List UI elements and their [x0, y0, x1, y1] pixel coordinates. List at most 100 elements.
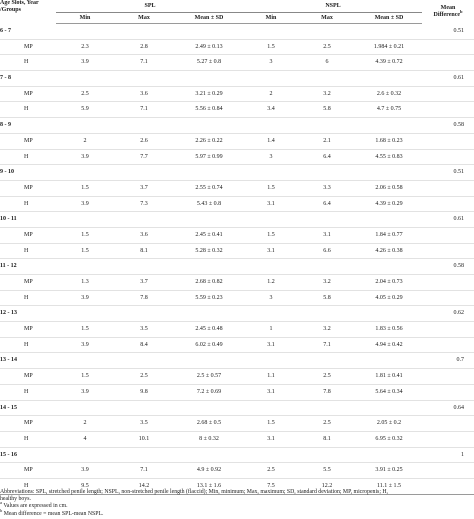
age-slot-label: 8 - 9 [0, 117, 56, 134]
group-label: MP [0, 462, 56, 479]
nspl-max-cell: 5.5 [298, 462, 356, 479]
nspl-min-cell: 3.1 [244, 337, 298, 354]
empty-cell [422, 180, 474, 197]
nspl-max-cell: 6 [298, 54, 356, 72]
spl-mean-cell: 2.55 ± 0.74 [174, 180, 244, 197]
nspl-min-cell: 3.1 [244, 384, 298, 401]
empty-cell [356, 400, 423, 417]
empty-cell [56, 447, 114, 464]
mean-difference-value: 0.61 [422, 70, 474, 87]
nspl-min-cell: 1.5 [244, 415, 298, 432]
footnote-a-text: Values are expressed in cm. [3, 503, 68, 510]
spl-mean-cell: 5.56 ± 0.84 [174, 101, 244, 119]
spl-mean-cell: 2.49 ± 0.13 [174, 39, 244, 56]
spl-mean-cell: 2.45 ± 0.48 [174, 321, 244, 338]
nspl-mean-sd-header: Mean ± SD [356, 12, 423, 24]
nspl-min-cell: 1 [244, 321, 298, 338]
group-row: MP 2.5 3.6 3.21 ± 0.29 2 3.2 2.6 ± 0.32 [0, 86, 474, 103]
spl-max-cell: 3.7 [114, 180, 174, 197]
nspl-mean-cell: 2.04 ± 0.73 [356, 274, 423, 291]
empty-cell [174, 211, 244, 228]
age-slot-label: 12 - 13 [0, 305, 56, 323]
spl-mean-cell: 2.26 ± 0.22 [174, 133, 244, 150]
empty-cell [114, 258, 174, 275]
empty-cell [244, 117, 298, 134]
empty-cell [244, 23, 298, 40]
spl-max-cell: 10.1 [114, 431, 174, 448]
spl-mean-cell: 7.2 ± 0.69 [174, 384, 244, 401]
nspl-mean-cell: 6.95 ± 0.32 [356, 431, 423, 448]
spl-mean-cell: 2.5 ± 0.57 [174, 368, 244, 385]
empty-cell [356, 305, 423, 323]
empty-cell [56, 164, 114, 181]
spl-min-cell: 3.9 [56, 54, 114, 72]
age-slot-row: 7 - 8 0.61 [0, 70, 474, 87]
empty-cell [244, 305, 298, 323]
empty-cell [174, 400, 244, 417]
spl-max-cell: 3.5 [114, 415, 174, 432]
penile-length-table: Age Slots, Year /Groups SPL NSPL Mean Di… [0, 0, 474, 495]
age-slot-label: 6 - 7 [0, 23, 56, 40]
group-label: H [0, 290, 56, 307]
empty-cell [422, 86, 474, 103]
age-slot-row: 14 - 15 0.64 [0, 400, 474, 417]
nspl-max-cell: 7.8 [298, 384, 356, 401]
spl-min-cell: 1.5 [56, 368, 114, 385]
nspl-mean-cell: 4.26 ± 0.38 [356, 243, 423, 260]
spl-max-cell: 3.6 [114, 227, 174, 244]
empty-cell [298, 352, 356, 370]
spl-mean-cell: 8 ± 0.32 [174, 431, 244, 448]
spl-min-cell: 3.9 [56, 149, 114, 166]
group-row: MP 1.5 3.6 2.45 ± 0.41 1.5 3.1 1.84 ± 0.77 [0, 227, 474, 244]
empty-cell [174, 352, 244, 370]
footnote-a-mark: a [0, 500, 2, 506]
mean-difference-footnote-mark: b [460, 8, 463, 14]
empty-cell [298, 117, 356, 134]
group-row: H 3.9 7.7 5.97 ± 0.99 3 6.4 4.55 ± 0.83 [0, 149, 474, 166]
empty-cell [356, 447, 423, 464]
spl-mean-cell: 3.21 ± 0.29 [174, 86, 244, 103]
nspl-max-cell: 5.8 [298, 290, 356, 307]
group-label: MP [0, 415, 56, 432]
empty-cell [244, 258, 298, 275]
spl-min-cell: 3.9 [56, 290, 114, 307]
nspl-min-cell: 3.1 [244, 243, 298, 260]
group-row: H 3.9 7.3 5.43 ± 0.8 3.1 6.4 4.39 ± 0.29 [0, 196, 474, 213]
empty-cell [422, 39, 474, 56]
empty-cell [56, 352, 114, 370]
mean-difference-value: 0.62 [422, 305, 474, 323]
nspl-max-cell: 6.6 [298, 243, 356, 260]
abbreviations-note: Abbreviations: SPL, stretched penile len… [0, 489, 474, 503]
group-row: MP 1.5 3.7 2.55 ± 0.74 1.5 3.3 2.06 ± 0.58 [0, 180, 474, 197]
spl-max-cell: 2.5 [114, 368, 174, 385]
empty-cell [422, 321, 474, 338]
spl-max-cell: 3.7 [114, 274, 174, 291]
group-label: MP [0, 180, 56, 197]
empty-cell [422, 431, 474, 448]
nspl-max-cell: 3.2 [298, 321, 356, 338]
empty-cell [422, 274, 474, 291]
nspl-min-cell: 1.5 [244, 39, 298, 56]
mean-difference-value: 0.58 [422, 258, 474, 275]
empty-cell [114, 164, 174, 181]
group-label: MP [0, 227, 56, 244]
nspl-max-cell: 3.2 [298, 274, 356, 291]
nspl-min-cell: 2 [244, 86, 298, 103]
group-row: MP 1.5 2.5 2.5 ± 0.57 1.1 2.5 1.81 ± 0.41 [0, 368, 474, 385]
spl-min-cell: 3.9 [56, 462, 114, 479]
spl-max-cell: 14.2 [114, 478, 174, 495]
spl-min-cell: 2.5 [56, 86, 114, 103]
group-row: H 1.5 8.1 5.28 ± 0.32 3.1 6.6 4.26 ± 0.38 [0, 243, 474, 260]
age-slot-label: 10 - 11 [0, 211, 56, 228]
empty-cell [356, 352, 423, 370]
empty-cell [244, 70, 298, 87]
empty-cell [298, 258, 356, 275]
age-slot-row: 9 - 10 0.51 [0, 164, 474, 181]
mean-difference-value: 0.51 [422, 164, 474, 181]
mean-difference-value: 0.51 [422, 23, 474, 40]
empty-cell [422, 133, 474, 150]
group-row: MP 3.9 7.1 4.9 ± 0.92 2.5 5.5 3.91 ± 0.25 [0, 462, 474, 479]
nspl-min-cell: 1.5 [244, 227, 298, 244]
age-slot-row: 11 - 12 0.58 [0, 258, 474, 275]
empty-cell [56, 258, 114, 275]
